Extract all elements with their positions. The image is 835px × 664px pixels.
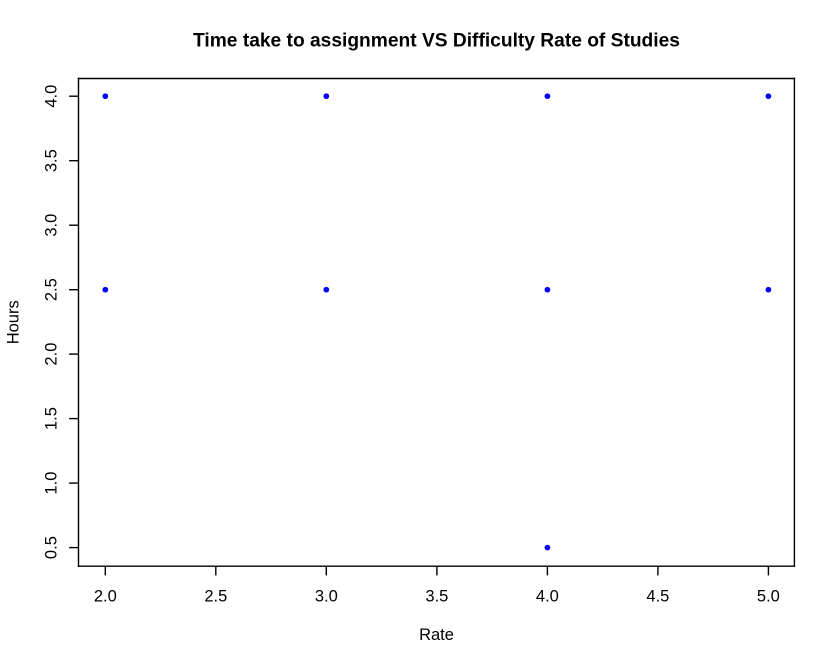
svg-text:2.0: 2.0 <box>43 343 61 366</box>
svg-text:1.0: 1.0 <box>43 472 61 495</box>
svg-text:5.0: 5.0 <box>757 587 780 605</box>
svg-text:4.0: 4.0 <box>536 587 559 605</box>
svg-text:3.0: 3.0 <box>43 214 61 237</box>
svg-text:3.0: 3.0 <box>315 587 338 605</box>
svg-text:1.5: 1.5 <box>43 407 61 430</box>
svg-text:3.5: 3.5 <box>425 587 448 605</box>
svg-text:Rate: Rate <box>419 626 454 644</box>
svg-text:2.5: 2.5 <box>204 587 227 605</box>
svg-text:Hours: Hours <box>5 300 23 344</box>
svg-text:Time take to assignment VS Dif: Time take to assignment VS Difficulty Ra… <box>193 30 680 51</box>
svg-text:4.5: 4.5 <box>646 587 669 605</box>
svg-text:2.5: 2.5 <box>43 278 61 301</box>
svg-text:4.0: 4.0 <box>43 85 61 108</box>
svg-text:0.5: 0.5 <box>43 536 61 559</box>
svg-text:2.0: 2.0 <box>94 587 117 605</box>
svg-text:3.5: 3.5 <box>43 149 61 172</box>
